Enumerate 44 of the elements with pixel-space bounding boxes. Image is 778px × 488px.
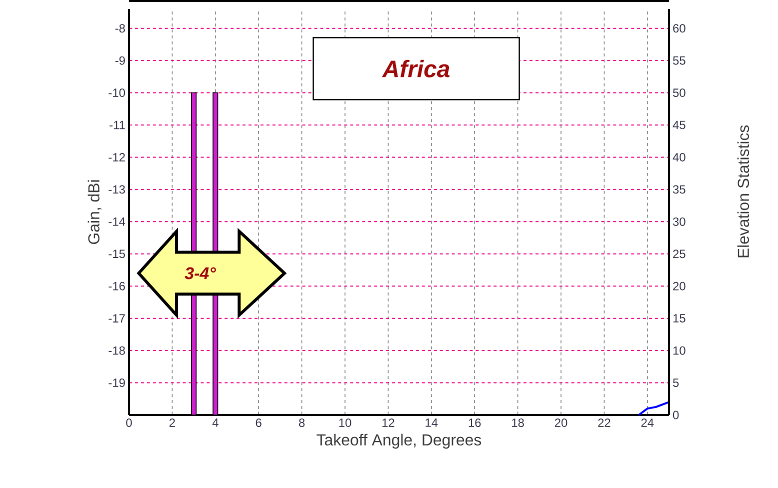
y2-tick-label: 45	[672, 120, 686, 130]
x-tick-label: 24	[641, 418, 654, 427]
x-tick-label: 20	[554, 418, 568, 427]
x-tick-label: 2	[169, 418, 175, 427]
y-tick-label: -11	[110, 120, 125, 130]
x-tick-label: 22	[598, 418, 610, 427]
y-tick-label: -12	[108, 153, 125, 162]
x-tick-label: 10	[339, 418, 352, 427]
x-tick-label: 12	[382, 418, 394, 427]
y2-tick-label: 25	[673, 250, 686, 258]
y-axis-title: Gain, dBi	[88, 180, 102, 244]
annotation: Africa	[382, 60, 450, 78]
y-tick-label: -13	[108, 185, 125, 194]
y-tick-label: -16	[108, 282, 125, 290]
y2-tick-label: 55	[673, 56, 686, 65]
y-tick-label: -19	[108, 378, 125, 387]
y-tick-label: -15	[108, 250, 125, 258]
x-axis-title: Takeoff Angle, Degrees	[316, 434, 482, 449]
x-tick-label: 0	[126, 418, 132, 427]
x-tick-label: 16	[468, 418, 481, 427]
y2-tick-label: 15	[673, 314, 686, 322]
y-tick-label: -18	[108, 346, 125, 355]
y-tick-label: -10	[108, 88, 126, 97]
y2-tick-label: 30	[672, 217, 686, 226]
y-tick-label: -17	[108, 314, 125, 322]
annotation: 3-4°	[184, 267, 216, 280]
y2-tick-label: 50	[673, 88, 686, 98]
y2-tick-label: 40	[672, 152, 686, 162]
y-tick-label: -8	[115, 24, 125, 33]
x-tick-label: 18	[512, 418, 524, 427]
y2-axis-title: Elevation Statistics	[737, 125, 750, 258]
y2-tick-label: 0	[672, 410, 679, 420]
x-tick-label: 6	[256, 418, 262, 427]
y-tick-label: -9	[115, 56, 125, 65]
y2-tick-label: 35	[672, 185, 686, 194]
x-tick-label: 14	[426, 418, 438, 427]
y2-tick-label: 20	[673, 282, 686, 290]
y2-tick-label: 10	[673, 346, 686, 355]
y-tick-label: -14	[108, 218, 126, 226]
y2-tick-label: 5	[673, 378, 679, 387]
line-series	[638, 401, 670, 416]
x-tick-label: 4	[212, 418, 218, 427]
y2-tick-label: 60	[673, 24, 686, 33]
x-tick-label: 8	[298, 418, 305, 427]
